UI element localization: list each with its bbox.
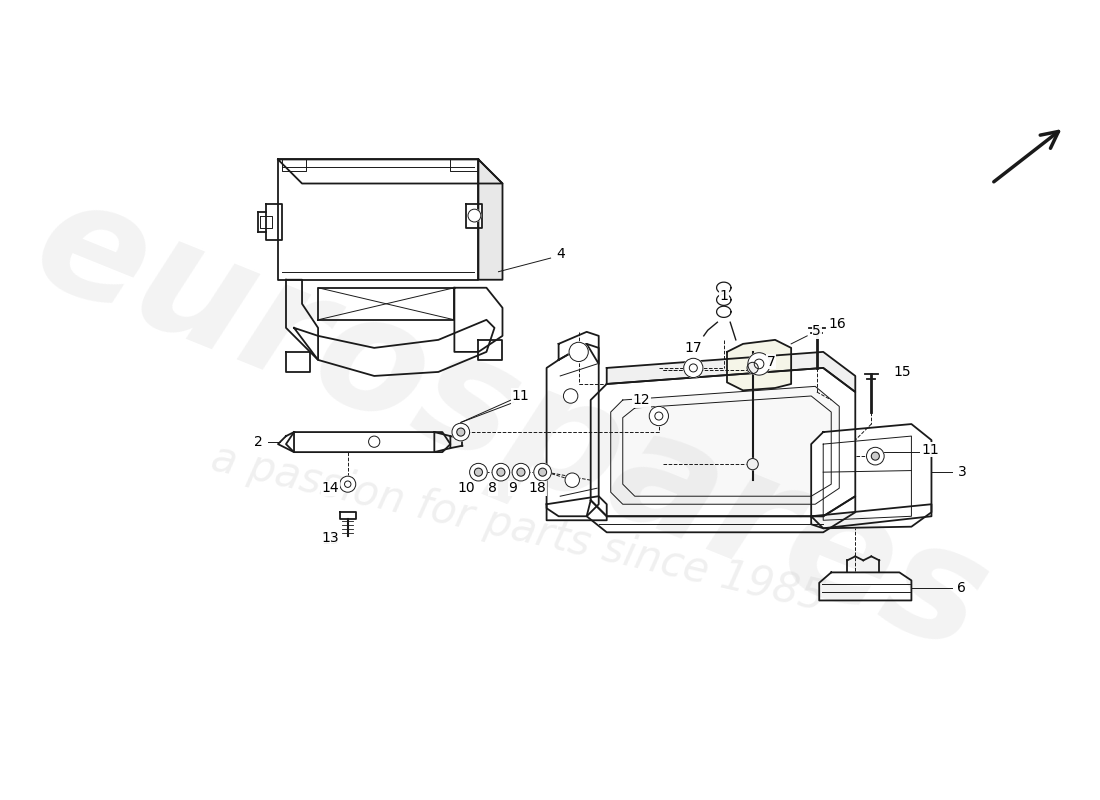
Circle shape	[747, 362, 758, 374]
Circle shape	[748, 353, 770, 375]
Circle shape	[755, 359, 763, 369]
Circle shape	[534, 463, 551, 481]
Text: 1: 1	[719, 289, 728, 302]
Polygon shape	[811, 504, 932, 528]
Polygon shape	[478, 340, 503, 360]
Text: 11: 11	[921, 442, 938, 457]
Polygon shape	[286, 432, 450, 452]
Circle shape	[871, 452, 879, 460]
Polygon shape	[610, 386, 839, 504]
Circle shape	[569, 342, 589, 362]
Text: 3: 3	[958, 465, 966, 479]
Polygon shape	[278, 159, 478, 280]
Circle shape	[565, 473, 580, 487]
Polygon shape	[811, 424, 932, 528]
Polygon shape	[478, 159, 503, 280]
Circle shape	[470, 463, 487, 481]
Polygon shape	[820, 572, 912, 601]
Polygon shape	[282, 159, 306, 171]
Circle shape	[368, 436, 379, 447]
Text: 17: 17	[684, 341, 702, 355]
Text: 4: 4	[556, 247, 564, 261]
Circle shape	[344, 481, 351, 487]
Polygon shape	[261, 215, 272, 228]
Polygon shape	[559, 332, 598, 364]
Text: 12: 12	[632, 393, 650, 407]
Text: 18: 18	[528, 481, 546, 495]
Polygon shape	[547, 344, 598, 516]
Text: 16: 16	[828, 317, 847, 331]
Circle shape	[563, 389, 578, 403]
Circle shape	[690, 364, 697, 372]
Text: 13: 13	[321, 534, 339, 547]
Text: 5: 5	[813, 324, 822, 338]
Polygon shape	[466, 203, 483, 228]
Text: 11: 11	[512, 389, 529, 403]
Text: 6: 6	[957, 582, 967, 595]
Circle shape	[452, 423, 470, 441]
Text: 14: 14	[321, 481, 339, 495]
Circle shape	[654, 412, 663, 420]
Polygon shape	[591, 368, 856, 516]
Polygon shape	[286, 280, 318, 360]
Polygon shape	[340, 512, 355, 518]
Polygon shape	[294, 320, 495, 376]
Polygon shape	[434, 432, 450, 452]
Polygon shape	[450, 159, 478, 171]
Circle shape	[468, 209, 481, 222]
Text: 9: 9	[508, 481, 517, 495]
Circle shape	[492, 463, 509, 481]
Polygon shape	[586, 496, 856, 532]
Circle shape	[747, 458, 758, 470]
Circle shape	[539, 468, 547, 476]
Circle shape	[684, 358, 703, 378]
Circle shape	[513, 463, 530, 481]
Text: 15: 15	[893, 365, 911, 379]
Polygon shape	[278, 159, 503, 183]
Polygon shape	[278, 432, 294, 452]
Circle shape	[497, 468, 505, 476]
Text: 7: 7	[767, 354, 775, 369]
Polygon shape	[266, 203, 282, 240]
Text: a passion for parts since 1985: a passion for parts since 1985	[208, 437, 829, 619]
Polygon shape	[318, 288, 454, 320]
Circle shape	[474, 468, 483, 476]
Text: 10: 10	[458, 481, 475, 495]
Polygon shape	[607, 352, 856, 392]
Polygon shape	[547, 496, 607, 520]
Text: 2: 2	[254, 434, 262, 449]
Circle shape	[867, 447, 884, 465]
Polygon shape	[286, 352, 310, 372]
Circle shape	[517, 468, 525, 476]
Text: 8: 8	[488, 481, 497, 495]
Circle shape	[456, 428, 465, 436]
Text: eurospares: eurospares	[13, 163, 1008, 685]
Polygon shape	[727, 340, 791, 390]
Circle shape	[340, 476, 355, 492]
Text: 13: 13	[321, 531, 339, 545]
Polygon shape	[454, 288, 503, 352]
Circle shape	[649, 406, 669, 426]
